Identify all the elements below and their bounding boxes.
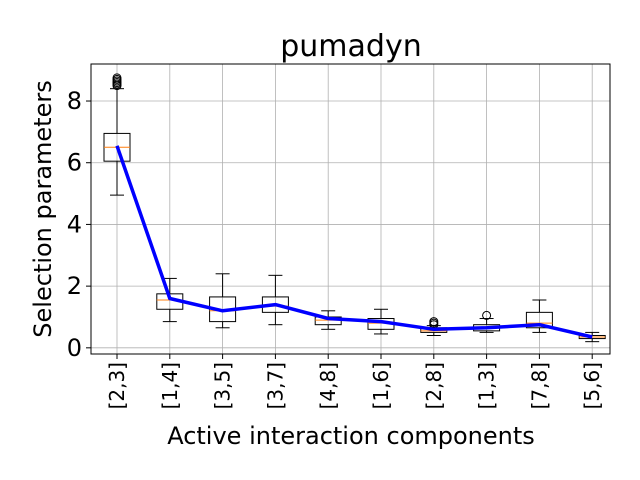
x-tick-label: [2,3] [105, 362, 129, 409]
series-lines [115, 145, 593, 339]
x-tick-label: [5,6] [580, 362, 604, 409]
x-tick-label: [3,5] [211, 362, 235, 409]
x-tick-label: [1,4] [158, 362, 182, 409]
outlier-point [112, 73, 122, 83]
x-tick-label: [3,7] [263, 362, 287, 409]
x-axis-label: Active interaction components [167, 422, 535, 450]
chart-title: pumadyn [280, 29, 421, 64]
axis-ticks: 0 2 4 6 8 [2,3] [1,4] [3,5] [3,7] [4,8] [1,6] [2,8]… [67, 87, 604, 409]
y-tick-label: 0 [67, 334, 82, 362]
y-tick-label: 8 [67, 87, 82, 115]
x-tick-label: [7,8] [527, 362, 551, 409]
series-line [115, 145, 593, 339]
y-axis-label: Selection parameters [29, 80, 57, 337]
box-8 [525, 299, 553, 333]
y-tick-label: 2 [67, 272, 82, 300]
box-iqr [525, 311, 553, 329]
outlier-point [482, 310, 492, 320]
plot-area-frame [90, 63, 611, 355]
outlier-point [429, 317, 439, 327]
x-tick-label: [4,8] [316, 362, 340, 409]
x-tick-label: [1,3] [475, 362, 499, 409]
grid [91, 64, 610, 354]
x-tick-label: [1,6] [369, 362, 393, 409]
y-tick-label: 4 [67, 210, 82, 238]
x-tick-label: [2,8] [422, 362, 446, 409]
box-0 [103, 73, 131, 196]
y-tick-label: 6 [67, 149, 82, 177]
